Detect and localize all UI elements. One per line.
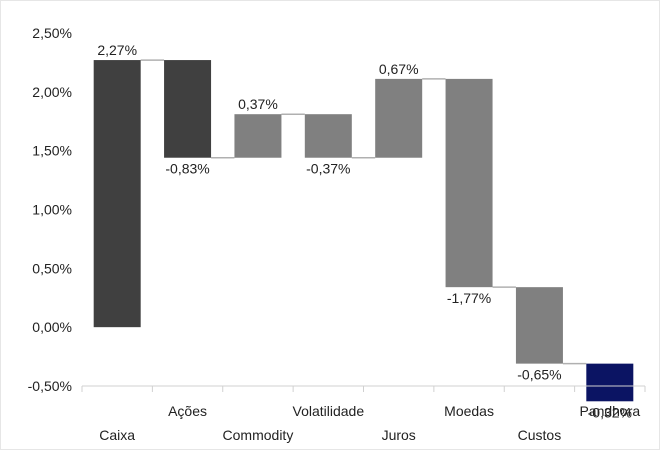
category-label: Moedas (444, 403, 494, 419)
bar-caixa (93, 60, 141, 328)
data-label: 2,27% (97, 42, 137, 58)
bar-pandhora (586, 363, 634, 402)
bar-juros (375, 78, 423, 158)
data-label: -0,37% (306, 161, 350, 177)
bars (93, 60, 634, 402)
y-tick-label: 1,00% (32, 202, 72, 218)
y-tick-label: -0,50% (28, 378, 72, 394)
y-tick-label: 1,50% (32, 143, 72, 159)
data-labels: 2,27% -0,83% 0,37% -0,37% 0,67% -1,77% -0,65% -… (97, 42, 632, 420)
connectors (140, 59, 587, 365)
bar-volatilidade (304, 114, 352, 158)
bar-moedas (445, 78, 493, 288)
category-label: Ações (168, 403, 207, 419)
bar-custos (515, 287, 563, 364)
data-label: -1,77% (447, 290, 491, 306)
category-label: Caixa (99, 427, 135, 443)
y-tick-label: 0,00% (32, 319, 72, 335)
data-label: 0,37% (238, 96, 278, 112)
data-label: -0,65% (517, 367, 561, 383)
y-tick-label: 2,00% (32, 84, 72, 100)
data-label: -0,32% (588, 404, 632, 420)
data-label: -0,83% (165, 161, 209, 177)
category-label: Pandhora (579, 403, 640, 419)
category-label: Volatilidade (293, 403, 365, 419)
x-axis: Caixa Ações Commodity Volatilidade Juros Moed… (81, 385, 646, 443)
category-label: Commodity (223, 427, 294, 443)
category-label: Custos (518, 427, 562, 443)
y-tick-label: 0,50% (32, 260, 72, 276)
bar-commodity (234, 114, 282, 158)
category-label: Juros (382, 427, 416, 443)
y-axis: -0,50% 0,00% 0,50% 1,00% 1,50% 2,00% 2,50% (28, 25, 72, 394)
y-tick-label: 2,50% (32, 25, 72, 41)
data-label: 0,67% (379, 61, 419, 77)
bar-ações (164, 60, 212, 158)
